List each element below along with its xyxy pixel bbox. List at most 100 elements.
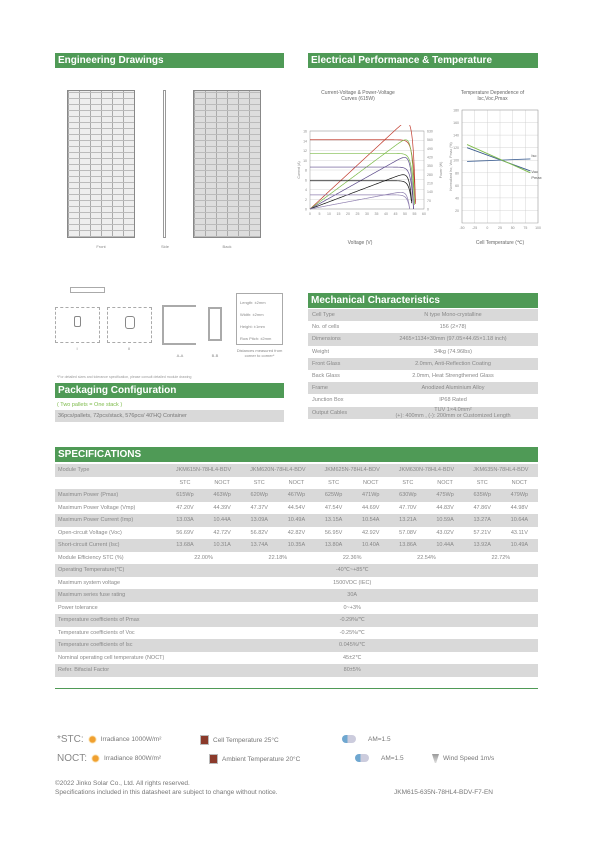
spec-value: 47.70V — [399, 504, 417, 511]
mechanical-row: Front Glass 2.0mm, Anti-Reflection Coatin… — [308, 357, 538, 370]
spec-value: 10.44A — [203, 514, 241, 527]
spec-row: Maximum series fuse rating 30A — [55, 589, 538, 602]
mech-value-line: N type Mono-crystalline — [424, 312, 482, 319]
bb-label: B-B — [211, 353, 219, 358]
side-label: Side — [160, 244, 169, 249]
mech-label: Frame — [308, 382, 368, 395]
y-tick-label: 14 — [303, 139, 307, 143]
spec-value: 47.37V — [250, 504, 268, 511]
detail-i-drawing — [55, 307, 100, 343]
pv-curve — [309, 139, 415, 210]
y-tick-label: 8 — [305, 169, 307, 173]
mech-label: No. of cells — [312, 324, 340, 331]
mech-value-line: (+): 400mm , (-): 200mm or Customized Le… — [395, 412, 511, 419]
spec-row: Power tolerance 0~+3% — [55, 602, 538, 615]
model-name: JKM635N-78HL4-BDV — [463, 464, 538, 477]
y2-tick-label: 490 — [427, 147, 433, 151]
spec-label: Maximum Power Voltage (Vmp) — [58, 504, 136, 511]
spec-value: 13.74A — [240, 539, 278, 552]
noct-col: NOCT — [288, 479, 305, 486]
spec-value: 615Wp — [166, 489, 204, 502]
spec-row: Open-circuit Voltage (Voc) 56.69V 42.72V 56… — [55, 527, 538, 540]
sun-icon — [87, 735, 97, 744]
spec-value: 44.98V — [510, 504, 529, 511]
spec-label: Power tolerance — [58, 604, 98, 611]
mech-value-line: IP68 Rated — [439, 397, 467, 404]
x-tick-label: 100 — [535, 226, 541, 230]
iv-curve — [310, 166, 414, 210]
spec-value: 43.11V — [510, 529, 528, 536]
y2-axis-label: Power (W) — [439, 162, 443, 179]
x-tick-label: 25 — [498, 226, 502, 230]
y2-tick-label: 560 — [427, 138, 433, 142]
y-tick-label: 100 — [453, 159, 459, 163]
y2-tick-label: 0 — [427, 208, 429, 212]
tolerance-length: Length: ±2mm — [240, 300, 266, 305]
thermometer-icon — [200, 735, 209, 745]
spec-value: 13.21A — [389, 514, 427, 527]
efficiency-value: 22.36% — [342, 554, 362, 561]
series-label: Isc — [531, 153, 536, 158]
spec-value: 13.27A — [463, 514, 501, 527]
stc-col: STC — [253, 479, 265, 486]
spec-value: 42.82V — [287, 529, 306, 536]
mechanical-row: Cell Type N type Mono-crystalline — [308, 309, 538, 322]
temp-xlabel: Cell Temperature (℃) — [475, 240, 525, 246]
stc-am-item: AM=1.5 — [342, 735, 391, 743]
spec-value: 10.35A — [277, 539, 315, 552]
spec-value: 57.08V — [399, 529, 417, 536]
tolerance-height: Height: ±1mm — [240, 324, 265, 329]
model-row: Module Type JKM615N-78HL4-BDV JKM620N-78HL… — [55, 464, 538, 477]
y-tick-label: 0 — [305, 208, 307, 212]
spec-value: 44.69V — [362, 504, 380, 511]
y-axis-label: Normalized Isc, Voc, Pmax (%) — [449, 142, 453, 190]
mech-label: Dimensions — [308, 333, 368, 346]
mech-value: 2.0mm, Heat Strengthened Glass — [368, 370, 538, 382]
y-tick-label: 10 — [303, 159, 307, 163]
spec-row: Temperature coefficients of Pmax -0.29%/℃ — [55, 614, 538, 627]
spec-value: 467Wp — [277, 489, 315, 502]
mechanical-row: Output Cables TUV 1×4.0mm² (+): 400mm , (-… — [308, 406, 538, 419]
spec-label: Operating Temperature(℃) — [55, 564, 167, 577]
noct-wind-speed: Wind Speed 1m/s — [443, 755, 495, 762]
x-tick-label: 50 — [511, 226, 515, 230]
y-tick-label: 60 — [455, 184, 459, 188]
plot-frame — [461, 109, 539, 224]
stc-am: AM=1.5 — [368, 735, 391, 743]
mech-label: Front Glass — [308, 357, 368, 370]
document-id: JKM615-635N-78HL4-BDV-F7-EN — [394, 789, 493, 796]
efficiency-value: 22.00% — [194, 554, 213, 561]
front-label: Front — [96, 244, 106, 249]
y2-tick-label: 420 — [427, 156, 433, 160]
mech-label: Junction Box — [312, 397, 344, 404]
y-tick-label: 4 — [305, 188, 307, 192]
mech-value: N type Mono-crystalline — [368, 309, 538, 322]
temp-chart-title: Temperature Dependence of Isc,Voc,Pmax — [460, 90, 525, 102]
side-view-drawing — [163, 90, 166, 238]
module-type-label: Module Type — [55, 464, 167, 477]
spec-row: Operating Temperature(℃) -40℃~+85℃ — [55, 564, 538, 577]
specifications-table: Module Type JKM615N-78HL4-BDV JKM620N-78HL… — [55, 464, 538, 677]
spec-row: Maximum system voltage 1500VDC (IEC) — [55, 577, 538, 590]
stc-col: STC — [179, 479, 191, 486]
spec-row: Temperature coefficients of Isc 0.045%/℃ — [55, 639, 538, 652]
x-tick-label: 10 — [327, 212, 331, 216]
spec-label: Temperature coefficients of Isc — [55, 639, 167, 652]
section-aa-drawing — [162, 305, 196, 345]
spec-label: Maximum Power (Pmax) — [55, 489, 167, 502]
spec-value: 13.09A — [240, 514, 278, 527]
spec-value: 56.82V — [250, 529, 268, 536]
efficiency-value: 22.54% — [417, 554, 436, 561]
spec-label: Maximum Power Current (Imp) — [55, 514, 167, 527]
series-label: Pmax — [531, 175, 541, 180]
engineering-drawings-header: Engineering Drawings — [55, 53, 284, 68]
y2-tick-label: 280 — [427, 173, 433, 177]
mechanical-header: Mechanical Characteristics — [308, 293, 538, 308]
noct-am: AM=1.5 — [381, 754, 404, 762]
mechanical-row: Back Glass 2.0mm, Heat Strengthened Glass — [308, 370, 538, 382]
tolerance-row-pitch: Row Pitch: ±2mm — [240, 336, 272, 341]
x-tick-label: 5 — [319, 212, 321, 216]
x-tick-label: 40 — [384, 212, 388, 216]
spec-value: 10.59A — [426, 514, 464, 527]
iv-curve — [310, 180, 412, 204]
